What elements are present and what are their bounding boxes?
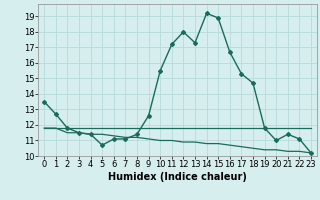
X-axis label: Humidex (Indice chaleur): Humidex (Indice chaleur) [108,172,247,182]
